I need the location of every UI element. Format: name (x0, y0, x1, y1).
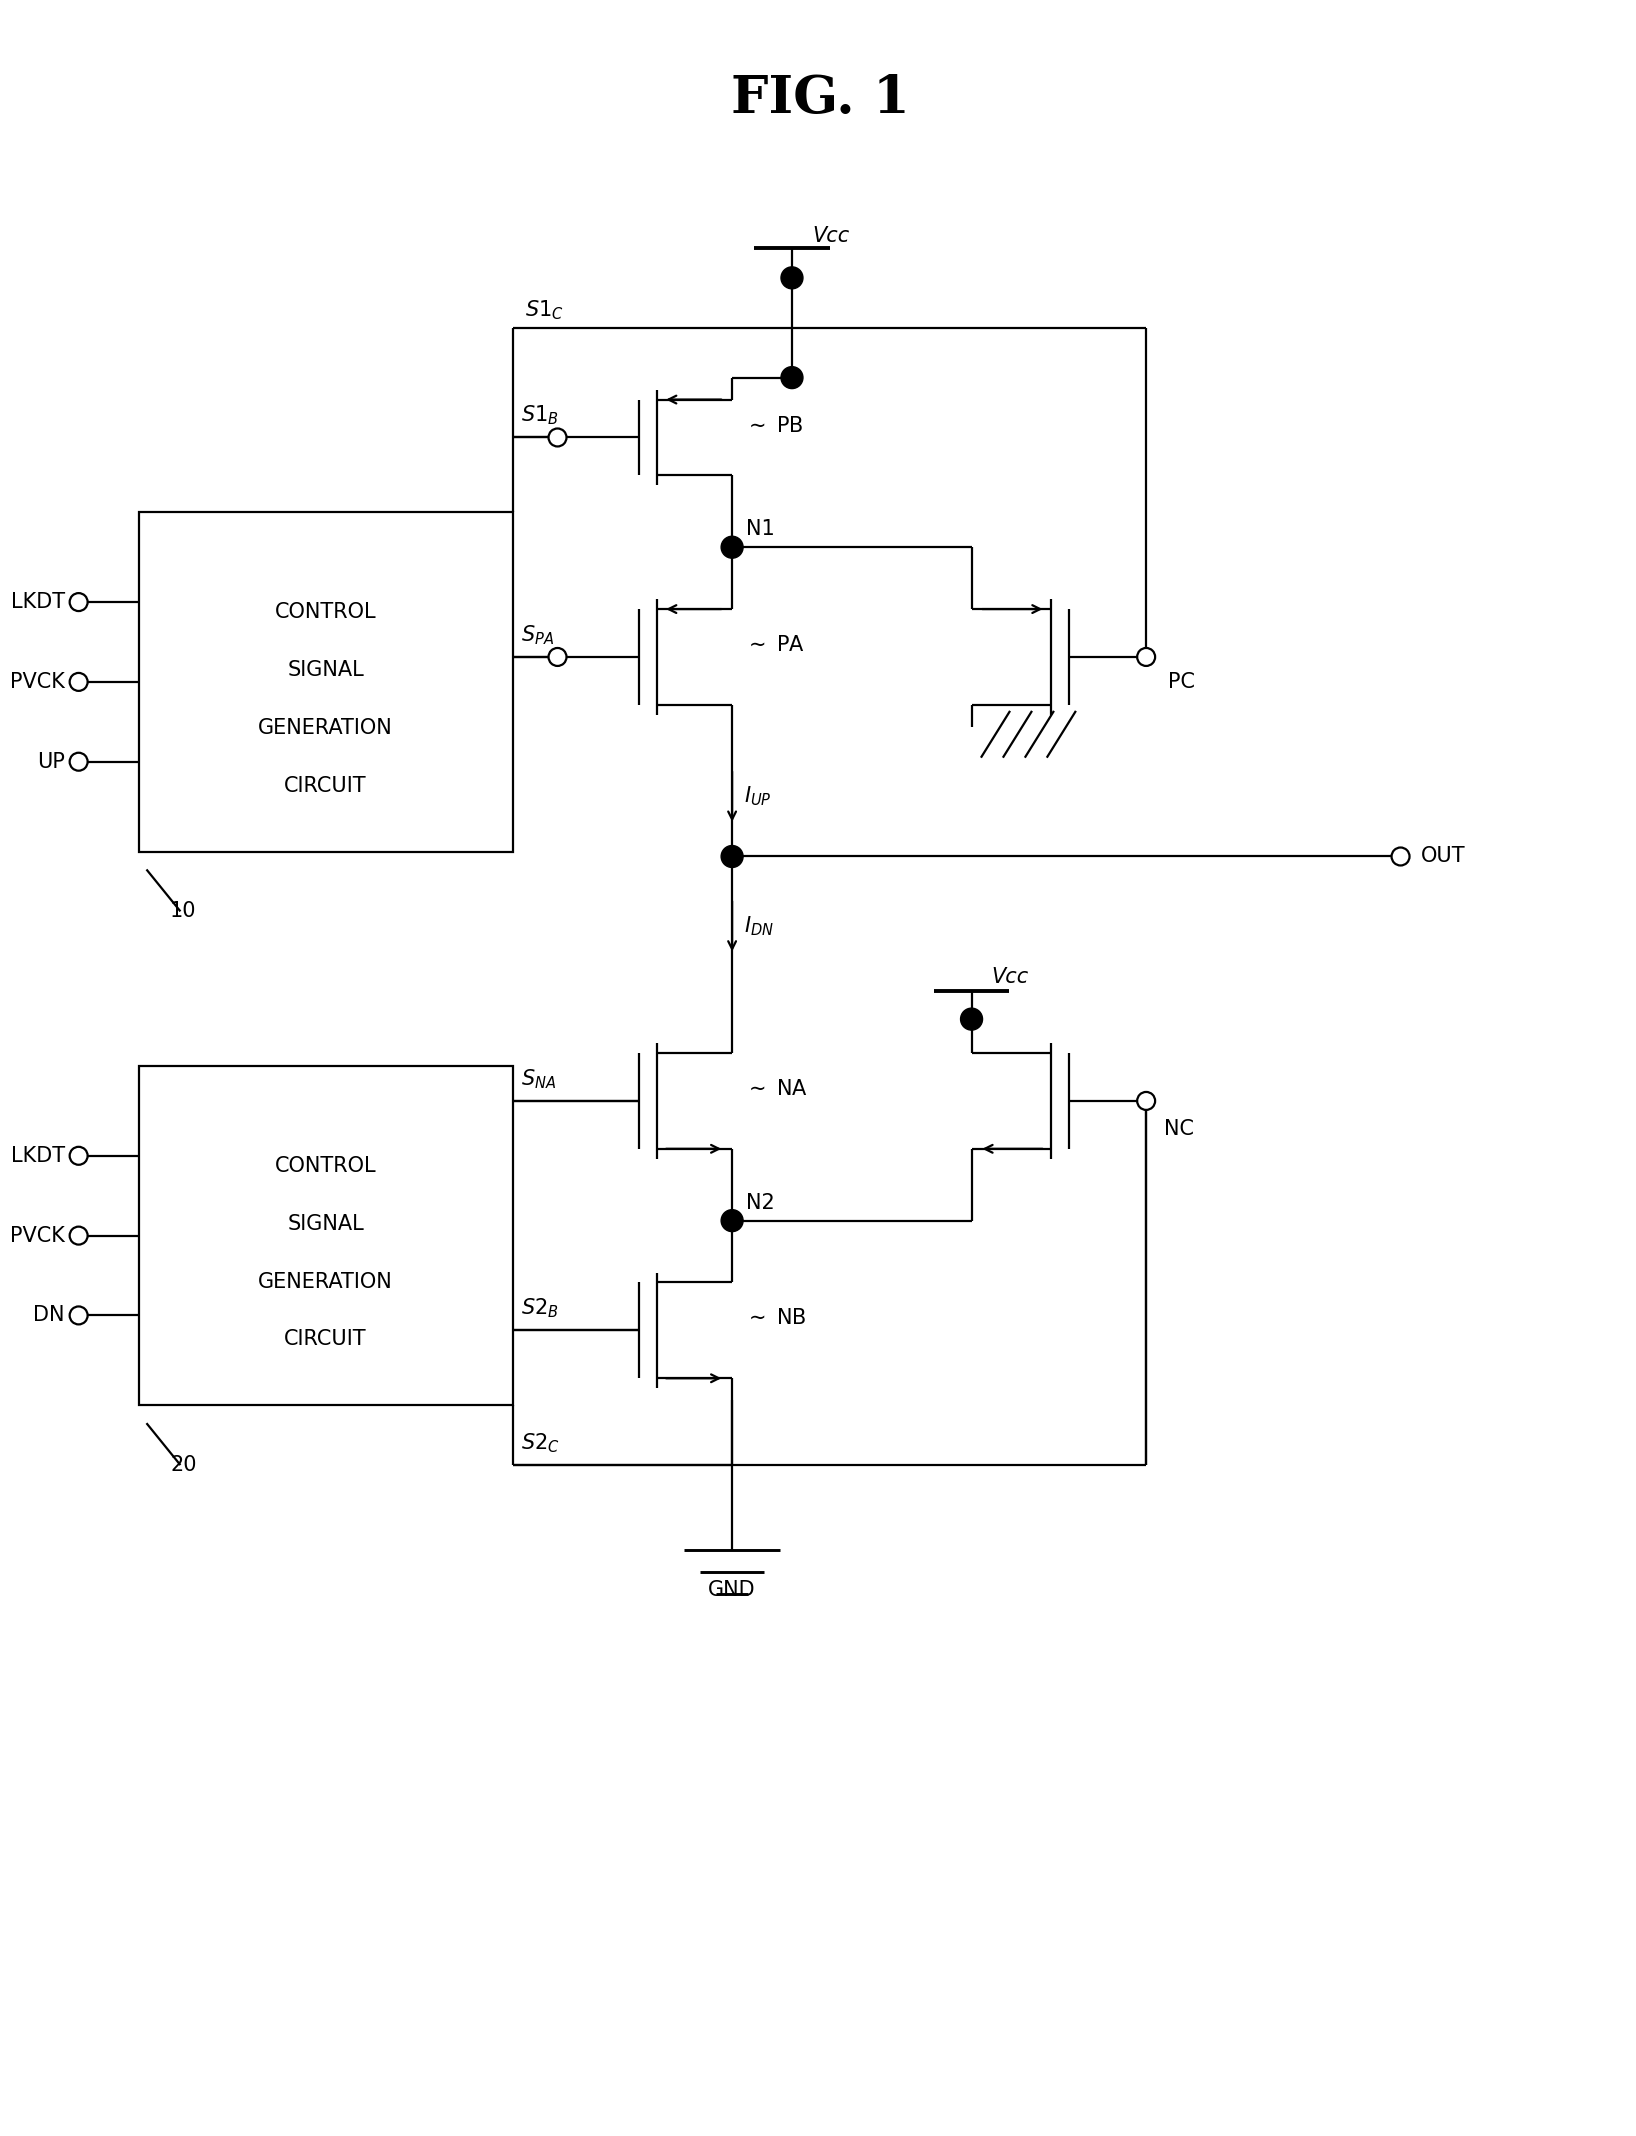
Text: NC: NC (1165, 1119, 1194, 1138)
Circle shape (548, 647, 566, 666)
Text: CONTROL: CONTROL (275, 602, 376, 622)
Text: $\sim$ NA: $\sim$ NA (744, 1079, 808, 1098)
Text: CONTROL: CONTROL (275, 1156, 376, 1175)
Bar (139, 1066, 512, 1405)
Circle shape (780, 367, 803, 389)
Circle shape (548, 429, 566, 446)
Circle shape (721, 1209, 743, 1232)
Text: $\sim$ PA: $\sim$ PA (744, 634, 805, 656)
Text: GENERATION: GENERATION (258, 1271, 393, 1292)
Text: $S1_B$: $S1_B$ (520, 404, 558, 427)
Text: UP: UP (36, 752, 65, 771)
Circle shape (1392, 848, 1410, 865)
Bar (139, 513, 512, 852)
Text: LKDT: LKDT (10, 592, 65, 613)
Circle shape (70, 673, 88, 690)
Text: $\sim$ PB: $\sim$ PB (744, 417, 803, 436)
Circle shape (70, 1147, 88, 1164)
Text: SIGNAL: SIGNAL (288, 1213, 363, 1235)
Text: PC: PC (1168, 673, 1194, 692)
Text: FIG. 1: FIG. 1 (731, 73, 910, 124)
Circle shape (721, 846, 743, 867)
Text: $S1_C$: $S1_C$ (525, 299, 563, 323)
Text: SIGNAL: SIGNAL (288, 660, 363, 679)
Circle shape (70, 1307, 88, 1324)
Text: $I_{UP}$: $I_{UP}$ (744, 784, 772, 807)
Text: 20: 20 (170, 1455, 196, 1476)
Text: CIRCUIT: CIRCUIT (285, 775, 366, 795)
Text: $S2_B$: $S2_B$ (520, 1297, 558, 1320)
Text: OUT: OUT (1420, 846, 1466, 867)
Text: Vcc: Vcc (811, 226, 849, 246)
Text: 10: 10 (170, 901, 196, 921)
Text: CIRCUIT: CIRCUIT (285, 1329, 366, 1350)
Text: LKDT: LKDT (10, 1145, 65, 1166)
Text: GENERATION: GENERATION (258, 718, 393, 737)
Circle shape (960, 1008, 983, 1030)
Text: N2: N2 (746, 1192, 775, 1213)
Circle shape (1137, 1091, 1155, 1111)
Text: DN: DN (33, 1305, 65, 1326)
Text: $S2_C$: $S2_C$ (520, 1431, 560, 1455)
Text: $S_{NA}$: $S_{NA}$ (520, 1068, 556, 1091)
Text: $\sim$ NB: $\sim$ NB (744, 1309, 807, 1329)
Circle shape (721, 536, 743, 557)
Text: $I_{DN}$: $I_{DN}$ (744, 914, 774, 938)
Text: PVCK: PVCK (10, 673, 65, 692)
Circle shape (780, 267, 803, 288)
Circle shape (1137, 647, 1155, 666)
Text: PVCK: PVCK (10, 1226, 65, 1245)
Circle shape (70, 594, 88, 611)
Text: GND: GND (708, 1581, 756, 1600)
Circle shape (70, 752, 88, 771)
Text: $S_{PA}$: $S_{PA}$ (520, 624, 553, 647)
Text: N1: N1 (746, 519, 775, 538)
Circle shape (70, 1226, 88, 1245)
Text: Vcc: Vcc (991, 968, 1029, 987)
